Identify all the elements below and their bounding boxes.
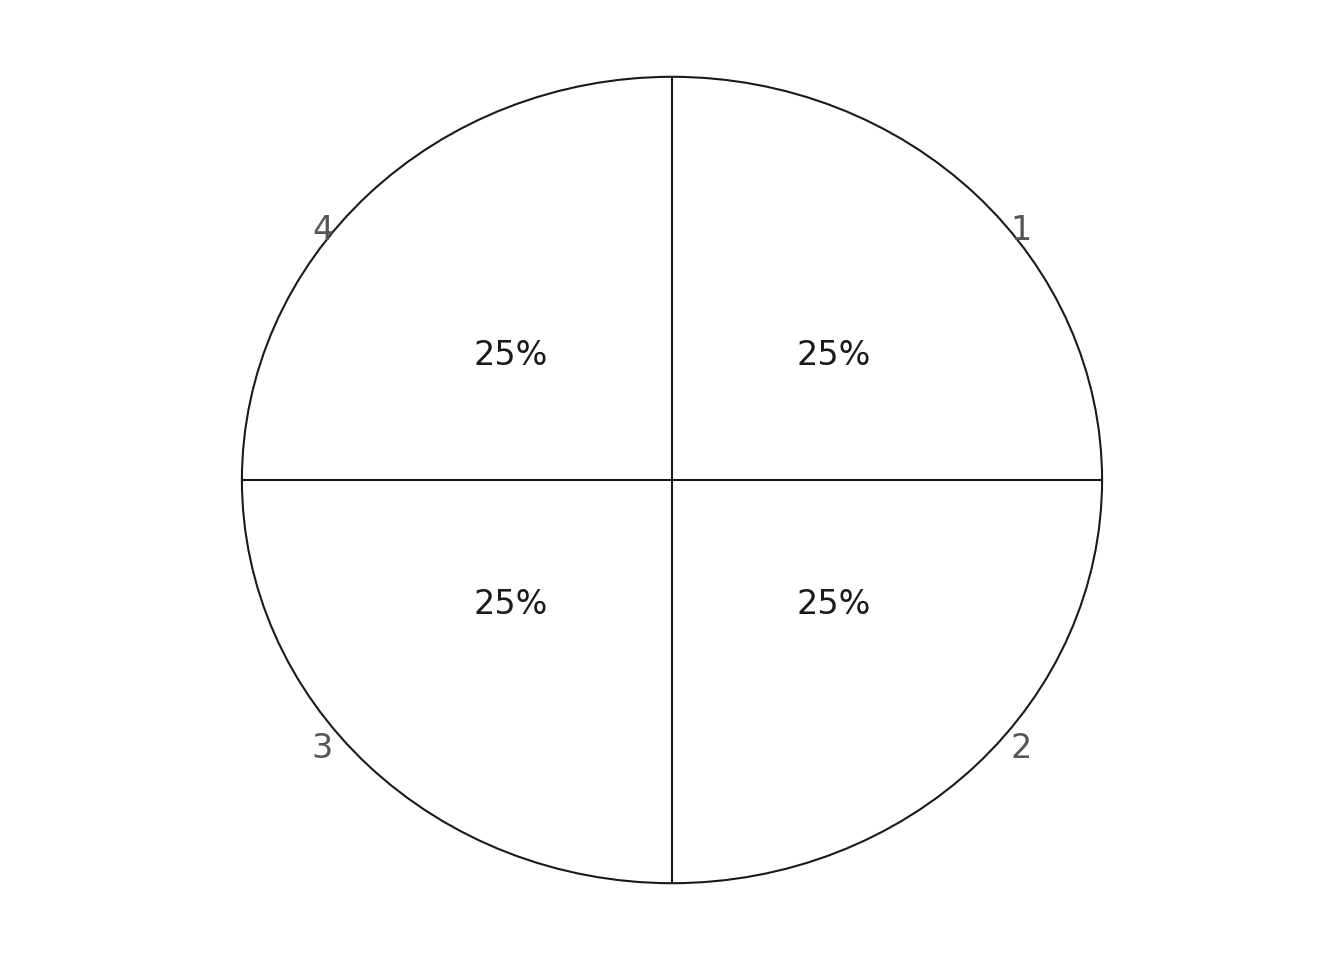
Text: 25%: 25% [796,588,871,621]
Text: 25%: 25% [473,339,548,372]
Text: 2: 2 [1011,732,1032,765]
Text: 1: 1 [1011,214,1032,247]
Text: 25%: 25% [796,339,871,372]
Text: 3: 3 [312,732,333,765]
Text: 4: 4 [312,214,333,247]
Ellipse shape [242,77,1102,883]
Text: 25%: 25% [473,588,548,621]
